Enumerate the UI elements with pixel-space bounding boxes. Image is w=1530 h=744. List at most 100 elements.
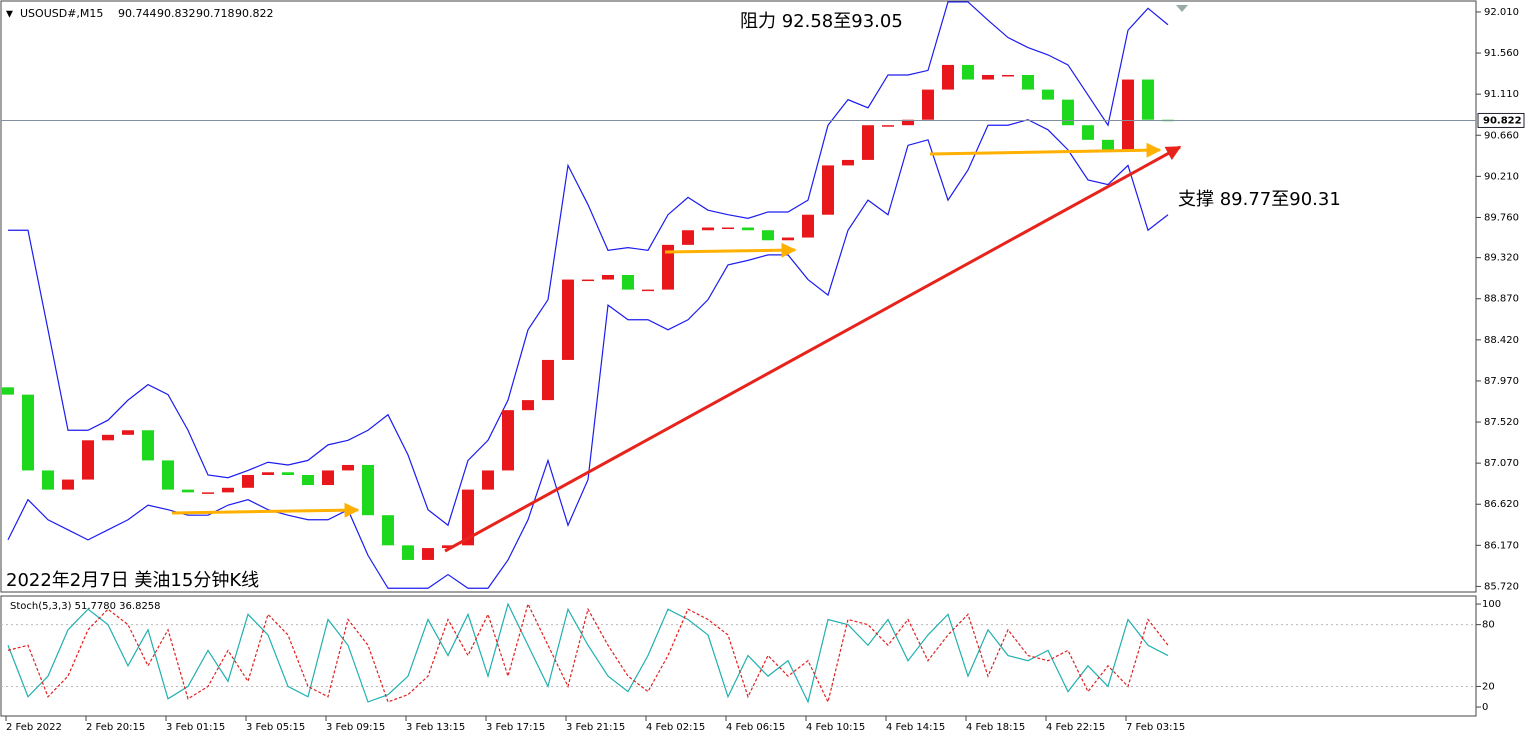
candle xyxy=(722,227,734,230)
x-tick-label: 3 Feb 09:15 xyxy=(326,722,385,733)
candle xyxy=(542,359,554,401)
y-tick-label: 86.170 xyxy=(1484,540,1519,551)
candle xyxy=(782,237,794,241)
candle xyxy=(1122,79,1134,150)
candle xyxy=(1062,99,1074,126)
y-tick-label: 87.970 xyxy=(1484,376,1519,387)
x-tick-label: 4 Feb 14:15 xyxy=(886,722,945,733)
y-tick-label: 91.560 xyxy=(1484,48,1519,59)
y-tick-label: 86.620 xyxy=(1484,499,1519,510)
candle xyxy=(262,472,274,476)
shift-marker xyxy=(1176,5,1188,12)
candle xyxy=(1142,79,1154,120)
support-arrow xyxy=(929,142,1162,158)
candle xyxy=(462,489,474,546)
header-value: 90.744 xyxy=(118,7,157,20)
candle xyxy=(862,125,874,160)
x-tick-label: 3 Feb 21:15 xyxy=(566,722,625,733)
candle xyxy=(162,460,174,490)
x-tick-label: 2 Feb 20:15 xyxy=(86,722,145,733)
y-tick-label: 89.760 xyxy=(1484,212,1519,223)
stoch-plot xyxy=(1,602,1476,704)
candle xyxy=(822,165,834,215)
candle xyxy=(762,230,774,241)
y-tick-label: 91.110 xyxy=(1484,89,1519,100)
candle xyxy=(982,74,994,80)
candle xyxy=(442,545,454,549)
y-tick-label: 80 xyxy=(1482,620,1495,631)
candle xyxy=(142,430,154,461)
drawn-arrows xyxy=(171,5,1188,553)
candle xyxy=(962,64,974,80)
candle xyxy=(942,64,954,90)
candle xyxy=(382,515,394,546)
candle xyxy=(422,548,434,560)
y-tick-label: 0 xyxy=(1482,702,1488,713)
y-tick-label: 85.720 xyxy=(1484,581,1519,592)
candle xyxy=(82,440,94,480)
candle xyxy=(882,125,894,127)
candle xyxy=(282,472,294,476)
candle xyxy=(322,470,334,486)
stoch-label: Stoch(5,3,3) 51.7780 36.8258 xyxy=(10,601,161,612)
y-tick-label: 20 xyxy=(1482,681,1495,692)
x-tick-label: 4 Feb 10:15 xyxy=(806,722,865,733)
current-price-label: 90.822 xyxy=(1483,115,1522,126)
header-value: 90.832 xyxy=(157,7,196,20)
trend-arrow xyxy=(444,145,1182,553)
candle xyxy=(702,227,714,231)
candle xyxy=(582,279,594,282)
main-panel-border xyxy=(0,0,1477,593)
symbol-title: USOUSD#,M15 xyxy=(20,7,103,20)
annotation: 支撑 89.77至90.31 xyxy=(1178,189,1341,210)
y-tick-label: 87.070 xyxy=(1484,458,1519,469)
candle xyxy=(1002,74,1014,77)
y-tick-label: 89.320 xyxy=(1484,253,1519,264)
x-tick-label: 4 Feb 18:15 xyxy=(966,722,1025,733)
candle xyxy=(842,159,854,166)
x-tick-label: 2 Feb 2022 xyxy=(6,722,62,733)
stoch-line xyxy=(7,602,1169,704)
y-tick-label: 90.660 xyxy=(1484,130,1519,141)
candle xyxy=(62,479,74,490)
candle xyxy=(482,470,494,490)
x-tick-label: 3 Feb 01:15 xyxy=(166,722,225,733)
candle xyxy=(402,545,414,560)
y-tick-label: 88.420 xyxy=(1484,335,1519,346)
support-arrow xyxy=(664,242,797,258)
candle xyxy=(802,214,814,238)
annotation: 阻力 92.58至93.05 xyxy=(740,11,903,32)
candle xyxy=(902,119,914,126)
x-tick-label: 4 Feb 02:15 xyxy=(646,722,705,733)
candle xyxy=(22,394,34,471)
candle xyxy=(102,434,114,441)
annotation: 2022年2月7日 美油15分钟K线 xyxy=(6,570,259,591)
y-tick-label: 100 xyxy=(1482,599,1501,610)
x-tick-label: 3 Feb 05:15 xyxy=(246,722,305,733)
candle xyxy=(42,470,54,490)
x-tick-label: 7 Feb 03:15 xyxy=(1126,722,1185,733)
candle xyxy=(342,464,354,471)
y-tick-label: 87.520 xyxy=(1484,417,1519,428)
candle xyxy=(922,89,934,120)
y-tick-label: 92.010 xyxy=(1484,7,1519,18)
candle xyxy=(642,289,654,292)
header-value: 90.822 xyxy=(235,7,274,20)
candle xyxy=(222,487,234,493)
stoch-line xyxy=(7,602,1169,704)
candle xyxy=(622,274,634,290)
stoch-panel-border xyxy=(0,595,1477,717)
candle xyxy=(242,475,254,488)
current-price-box xyxy=(1477,112,1525,128)
candle xyxy=(302,475,314,486)
support-arrow xyxy=(171,502,360,518)
candle xyxy=(1022,74,1034,90)
candle xyxy=(742,227,754,231)
candle xyxy=(522,400,534,411)
menu-triangle: ▼ xyxy=(6,10,13,20)
candle xyxy=(682,230,694,245)
bollinger-band xyxy=(8,1,1169,527)
candle xyxy=(122,430,134,435)
